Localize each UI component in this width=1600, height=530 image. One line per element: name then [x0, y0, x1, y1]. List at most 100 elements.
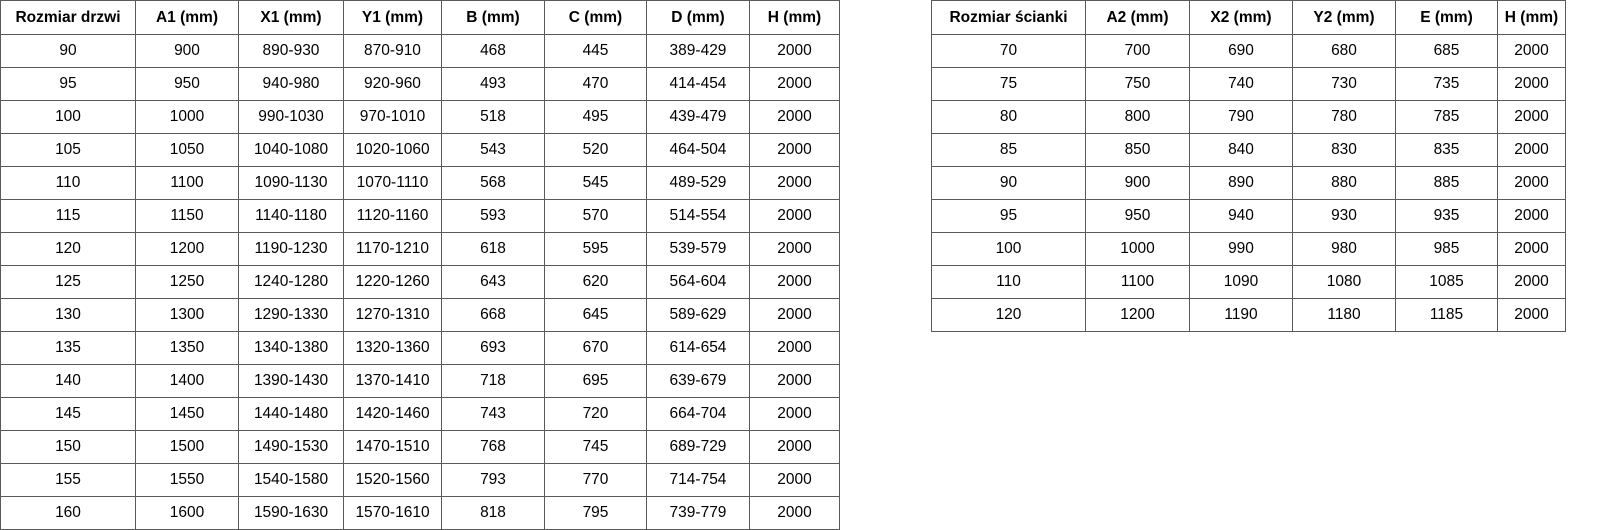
cell-r9-c0: 135: [0, 331, 136, 365]
cell-r3-c5: 520: [544, 133, 647, 167]
cell-r6-c6: 539-579: [646, 232, 750, 266]
cell-r6-c5: 2000: [1497, 232, 1566, 266]
cell-r2-c6: 439-479: [646, 100, 750, 134]
cell-r14-c5: 795: [544, 496, 647, 530]
cell-r1-c0: 95: [0, 67, 136, 101]
cell-r4-c1: 1100: [135, 166, 239, 200]
cell-r4-c4: 568: [441, 166, 545, 200]
cell-r5-c4: 593: [441, 199, 545, 233]
column-header-4: B (mm): [441, 0, 545, 35]
column-header-3: Y2 (mm): [1292, 0, 1396, 35]
cell-r7-c6: 564-604: [646, 265, 750, 299]
cell-r2-c2: 990-1030: [238, 100, 344, 134]
cell-r1-c7: 2000: [749, 67, 840, 101]
column-header-7: H (mm): [749, 0, 840, 35]
cell-r10-c7: 2000: [749, 364, 840, 398]
cell-r4-c2: 1090-1130: [238, 166, 344, 200]
table-row: 130 1300 1290-1330 1270-1310 668 645 589-629 20…: [0, 298, 840, 332]
table-row: 160 1600 1590-1630 1570-1610 818 795 739-779 20…: [0, 496, 840, 530]
cell-r5-c5: 570: [544, 199, 647, 233]
cell-r6-c2: 990: [1189, 232, 1293, 266]
table-row: 135 1350 1340-1380 1320-1360 693 670 614-654 20…: [0, 331, 840, 365]
cell-r7-c0: 110: [931, 265, 1086, 299]
table-row: 75 750 740 730 735 2000: [931, 67, 1566, 101]
cell-r8-c0: 130: [0, 298, 136, 332]
cell-r3-c2: 1040-1080: [238, 133, 344, 167]
cell-r6-c4: 618: [441, 232, 545, 266]
cell-r3-c0: 105: [0, 133, 136, 167]
cell-r8-c6: 589-629: [646, 298, 750, 332]
cell-r6-c4: 985: [1395, 232, 1498, 266]
cell-r2-c0: 80: [931, 100, 1086, 134]
cell-r7-c2: 1240-1280: [238, 265, 344, 299]
cell-r6-c0: 100: [931, 232, 1086, 266]
column-header-1: A1 (mm): [135, 0, 239, 35]
cell-r1-c1: 950: [135, 67, 239, 101]
cell-r11-c1: 1450: [135, 397, 239, 431]
cell-r10-c5: 695: [544, 364, 647, 398]
cell-r0-c2: 690: [1189, 34, 1293, 68]
column-header-4: E (mm): [1395, 0, 1498, 35]
cell-r6-c3: 980: [1292, 232, 1396, 266]
cell-r8-c0: 120: [931, 298, 1086, 332]
cell-r8-c4: 668: [441, 298, 545, 332]
cell-r2-c1: 800: [1085, 100, 1190, 134]
table-row: 140 1400 1390-1430 1370-1410 718 695 639-679 20…: [0, 364, 840, 398]
table-row: 120 1200 1190 1180 1185 2000: [931, 298, 1566, 332]
wall-panel-size-table: Rozmiar ścianki A2 (mm) X2 (mm) Y2 (mm) E (m…: [931, 0, 1566, 332]
cell-r7-c7: 2000: [749, 265, 840, 299]
cell-r11-c0: 145: [0, 397, 136, 431]
cell-r8-c7: 2000: [749, 298, 840, 332]
cell-r1-c3: 730: [1292, 67, 1396, 101]
cell-r5-c5: 2000: [1497, 199, 1566, 233]
cell-r12-c7: 2000: [749, 430, 840, 464]
cell-r8-c2: 1190: [1189, 298, 1293, 332]
cell-r0-c3: 870-910: [343, 34, 442, 68]
table-row: 110 1100 1090-1130 1070-1110 568 545 489-529 20…: [0, 166, 840, 200]
cell-r10-c3: 1370-1410: [343, 364, 442, 398]
cell-r11-c2: 1440-1480: [238, 397, 344, 431]
cell-r9-c4: 693: [441, 331, 545, 365]
cell-r6-c0: 120: [0, 232, 136, 266]
table-header-row: Rozmiar drzwi A1 (mm) X1 (mm) Y1 (mm) B (mm)…: [0, 0, 840, 35]
cell-r13-c0: 155: [0, 463, 136, 497]
cell-r14-c4: 818: [441, 496, 545, 530]
cell-r2-c5: 495: [544, 100, 647, 134]
table-row: 90 900 890-930 870-910 468 445 389-429 2000: [0, 34, 840, 68]
cell-r1-c5: 2000: [1497, 67, 1566, 101]
cell-r4-c5: 2000: [1497, 166, 1566, 200]
cell-r2-c4: 785: [1395, 100, 1498, 134]
cell-r0-c4: 685: [1395, 34, 1498, 68]
table-row: 150 1500 1490-1530 1470-1510 768 745 689-729 20…: [0, 430, 840, 464]
cell-r10-c0: 140: [0, 364, 136, 398]
cell-r14-c0: 160: [0, 496, 136, 530]
cell-r12-c4: 768: [441, 430, 545, 464]
cell-r14-c3: 1570-1610: [343, 496, 442, 530]
cell-r14-c2: 1590-1630: [238, 496, 344, 530]
cell-r8-c1: 1200: [1085, 298, 1190, 332]
table-row: 80 800 790 780 785 2000: [931, 100, 1566, 134]
cell-r9-c5: 670: [544, 331, 647, 365]
cell-r3-c3: 1020-1060: [343, 133, 442, 167]
cell-r6-c1: 1200: [135, 232, 239, 266]
cell-r6-c7: 2000: [749, 232, 840, 266]
table-body: 90 900 890-930 870-910 468 445 389-429 2000 95 95…: [0, 34, 840, 530]
cell-r4-c0: 90: [931, 166, 1086, 200]
cell-r0-c7: 2000: [749, 34, 840, 68]
cell-r1-c3: 920-960: [343, 67, 442, 101]
cell-r11-c6: 664-704: [646, 397, 750, 431]
column-header-6: D (mm): [646, 0, 750, 35]
cell-r4-c1: 900: [1085, 166, 1190, 200]
cell-r6-c1: 1000: [1085, 232, 1190, 266]
cell-r12-c2: 1490-1530: [238, 430, 344, 464]
table-row: 100 1000 990-1030 970-1010 518 495 439-479 2000: [0, 100, 840, 134]
cell-r8-c4: 1185: [1395, 298, 1498, 332]
door-size-table: Rozmiar drzwi A1 (mm) X1 (mm) Y1 (mm) B (mm)…: [0, 0, 840, 530]
cell-r13-c5: 770: [544, 463, 647, 497]
cell-r1-c4: 493: [441, 67, 545, 101]
cell-r3-c1: 850: [1085, 133, 1190, 167]
cell-r2-c3: 970-1010: [343, 100, 442, 134]
cell-r0-c1: 700: [1085, 34, 1190, 68]
cell-r13-c6: 714-754: [646, 463, 750, 497]
cell-r5-c3: 1120-1160: [343, 199, 442, 233]
